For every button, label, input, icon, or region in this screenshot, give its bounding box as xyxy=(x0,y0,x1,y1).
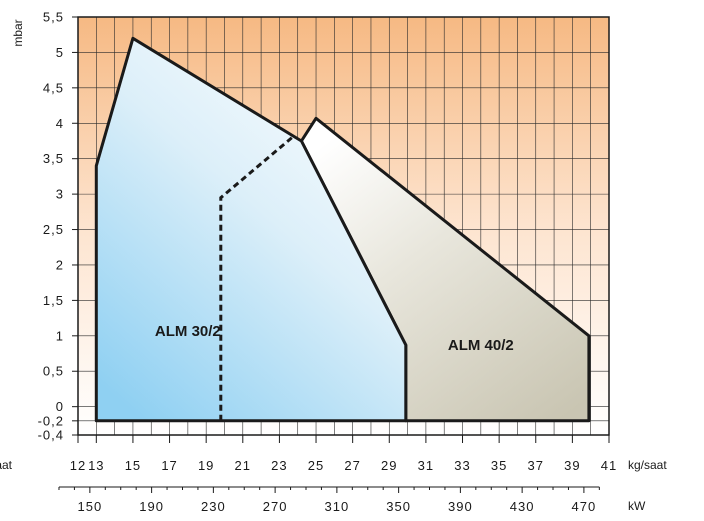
kw-tick-label: 430 xyxy=(510,499,535,514)
capacity-areas: ALM 30/2 ALM 40/2 xyxy=(94,36,591,423)
y-tick-label: 5 xyxy=(56,45,64,60)
y-tick-label: 1,5 xyxy=(43,293,64,308)
y-tick-label: 0 xyxy=(56,399,64,414)
y-tick-label: 3,5 xyxy=(43,151,64,166)
y-tick-label: -0,2 xyxy=(38,413,64,428)
kw-tick-label: 470 xyxy=(572,499,597,514)
x-tick-label: 25 xyxy=(308,458,324,473)
alm-30-2-min-line xyxy=(219,136,294,421)
x-tick-label: 27 xyxy=(344,458,360,473)
left-cut-label: aat xyxy=(0,458,13,472)
x-tick-label: 19 xyxy=(198,458,214,473)
x-tick-label: 31 xyxy=(418,458,434,473)
y-tick-label: 2,5 xyxy=(43,222,64,237)
x-tick-label: 13 xyxy=(88,458,104,473)
series-label: ALM 40/2 xyxy=(448,337,514,354)
plot-frame xyxy=(77,16,610,436)
x-axis-ticks: 12 13 15 17 19 21 23 25 27 29 31 33 35 37 39 41 xyxy=(70,435,617,473)
kw-tick-label: 150 xyxy=(78,499,103,514)
y-axis-unit: mbar xyxy=(11,19,25,46)
area-alm-30-2 xyxy=(94,36,408,423)
kw-tick-label: 350 xyxy=(386,499,411,514)
x-axis-unit: kg/saat xyxy=(628,458,667,472)
kw-tick-label: 310 xyxy=(325,499,350,514)
x-tick-label: 21 xyxy=(235,458,251,473)
y-axis-ticks: 5,5 5 4,5 4 3,5 3 2,5 2 1,5 1 0,5 0-0,2-0,4 xyxy=(38,10,78,443)
x-tick-label: 12 xyxy=(70,458,86,473)
x-tick-label: 17 xyxy=(161,458,177,473)
series-label: ALM 30/2 xyxy=(155,323,221,340)
x-tick-label: 41 xyxy=(601,458,617,473)
y-tick-label: 4,5 xyxy=(43,80,64,95)
y-tick-label: 2 xyxy=(56,257,64,272)
x-tick-label: 39 xyxy=(564,458,580,473)
x-tick-label: 33 xyxy=(454,458,470,473)
x-tick-label: 37 xyxy=(528,458,544,473)
y-tick-label: 4 xyxy=(56,116,64,131)
kw-tick-label: 270 xyxy=(263,499,288,514)
y-tick-label: -0,4 xyxy=(38,428,64,443)
y-tick-label: 1 xyxy=(56,328,64,343)
kw-axis-unit: kW xyxy=(628,499,646,513)
kw-tick-label: 230 xyxy=(201,499,226,514)
kw-tick-label: 390 xyxy=(448,499,473,514)
x-tick-label: 35 xyxy=(491,458,507,473)
kw-tick-label: 190 xyxy=(139,499,164,514)
kw-axis: 150 190 230 270 310 350 390 430 470 xyxy=(58,486,600,514)
y-tick-label: 5,5 xyxy=(43,10,64,25)
x-tick-label: 15 xyxy=(125,458,141,473)
y-tick-label: 3 xyxy=(56,187,64,202)
y-tick-label: 0,5 xyxy=(43,364,64,379)
x-tick-label: 29 xyxy=(381,458,397,473)
x-tick-label: 23 xyxy=(271,458,287,473)
